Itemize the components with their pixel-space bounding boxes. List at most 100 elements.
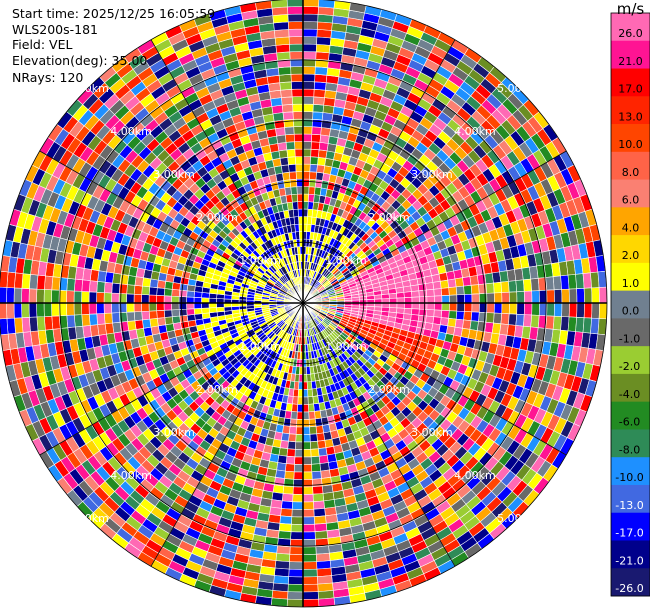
velocity-gate (282, 485, 294, 495)
velocity-gate (320, 469, 331, 479)
velocity-gate (305, 358, 311, 368)
velocity-gate (295, 434, 304, 443)
velocity-gate (316, 567, 332, 577)
velocity-gate (449, 302, 458, 312)
velocity-gate (302, 163, 311, 172)
velocity-gate (552, 315, 562, 331)
velocity-gate (275, 552, 291, 562)
velocity-gate (302, 118, 313, 127)
velocity-gate (36, 274, 46, 290)
velocity-gate (508, 291, 518, 304)
velocity-gate (568, 302, 578, 318)
velocity-gate (103, 292, 113, 304)
velocity-gate (133, 311, 143, 322)
velocity-gate (441, 302, 450, 311)
velocity-gate (274, 560, 290, 570)
velocity-gate (290, 411, 298, 420)
velocity-gate (568, 288, 578, 304)
velocity-gate (295, 156, 304, 165)
velocity-gate (96, 313, 106, 325)
velocity-gate (288, 21, 304, 30)
elevation-label: Elevation(deg): 35.00 (12, 53, 148, 68)
velocity-gate (194, 313, 204, 321)
colorbar-tick-label: 10.0 (618, 138, 643, 151)
velocity-gate (308, 411, 316, 420)
velocity-gate (208, 307, 218, 314)
velocity-gate (288, 36, 304, 45)
velocity-gate (310, 148, 320, 158)
colorbar-tick-label: -21.0 (615, 554, 643, 567)
velocity-gate (486, 302, 495, 314)
velocity-gate (302, 6, 319, 15)
velocity-gate (479, 293, 488, 304)
velocity-gate (292, 201, 299, 210)
velocity-gate (43, 302, 53, 317)
velocity-gate (479, 302, 488, 313)
velocity-gate (302, 598, 320, 608)
velocity-gate (306, 381, 313, 390)
colorbar-tick-label: 8.0 (622, 166, 640, 179)
velocity-gate (302, 404, 309, 413)
velocity-gate (454, 277, 464, 288)
velocity-gate (297, 193, 304, 202)
velocity-gate (302, 103, 314, 113)
velocity-gate (313, 96, 325, 106)
velocity-gate (277, 66, 292, 76)
velocity-gate (43, 289, 53, 304)
velocity-gate (278, 149, 289, 159)
velocity-gate (515, 279, 525, 293)
velocity-gate (302, 411, 310, 420)
velocity-gate (486, 292, 495, 304)
velocity-gate (274, 29, 290, 39)
velocity-gate (178, 296, 187, 304)
velocity-gate (469, 275, 479, 286)
velocity-gate (307, 388, 314, 398)
velocity-gate (434, 295, 443, 304)
colorbar-tick-label: 1.0 (622, 277, 640, 290)
velocity-gate (28, 288, 38, 304)
velocity-gate (508, 313, 517, 326)
velocity-gate (148, 302, 157, 312)
velocity-gate (284, 133, 295, 143)
velocity-gate (439, 279, 450, 289)
velocity-gate (36, 316, 46, 332)
velocity-gate (133, 293, 142, 304)
velocity-gate (313, 81, 327, 91)
velocity-gate (317, 575, 333, 585)
velocity-gate (302, 28, 318, 38)
velocity-gate (598, 302, 608, 320)
velocity-gate (21, 288, 30, 304)
velocity-gate (275, 469, 286, 479)
velocity-gate (285, 194, 293, 204)
velocity-gate (164, 280, 174, 290)
velocity-gate (66, 302, 75, 316)
velocity-gate (284, 470, 295, 480)
velocity-gate (171, 315, 181, 324)
velocity-gate (141, 285, 151, 296)
velocity-gate (279, 515, 293, 525)
velocity-gate (293, 479, 304, 488)
velocity-gate (156, 317, 167, 327)
velocity-gate (402, 285, 412, 293)
velocity-gate (308, 178, 317, 188)
velocity-gate (111, 302, 120, 314)
velocity-gate (6, 317, 16, 335)
velocity-gate (316, 560, 332, 570)
velocity-gate (66, 314, 76, 329)
ring-label: 3.00km (411, 168, 453, 181)
velocity-gate (302, 531, 316, 540)
velocity-gate (316, 36, 332, 46)
velocity-gate (582, 317, 592, 334)
velocity-gate (292, 103, 304, 113)
velocity-gate (171, 295, 180, 304)
velocity-gate (291, 96, 304, 105)
velocity-gate (302, 576, 318, 585)
velocity-gate (287, 440, 296, 450)
ring-label: 3.00km (153, 168, 195, 181)
velocity-gate (149, 278, 159, 289)
velocity-gate (133, 284, 143, 295)
velocity-gate (293, 118, 304, 127)
velocity-gate (288, 163, 297, 173)
colorbar-tick-label: 17.0 (618, 83, 643, 96)
velocity-gate (531, 302, 540, 316)
